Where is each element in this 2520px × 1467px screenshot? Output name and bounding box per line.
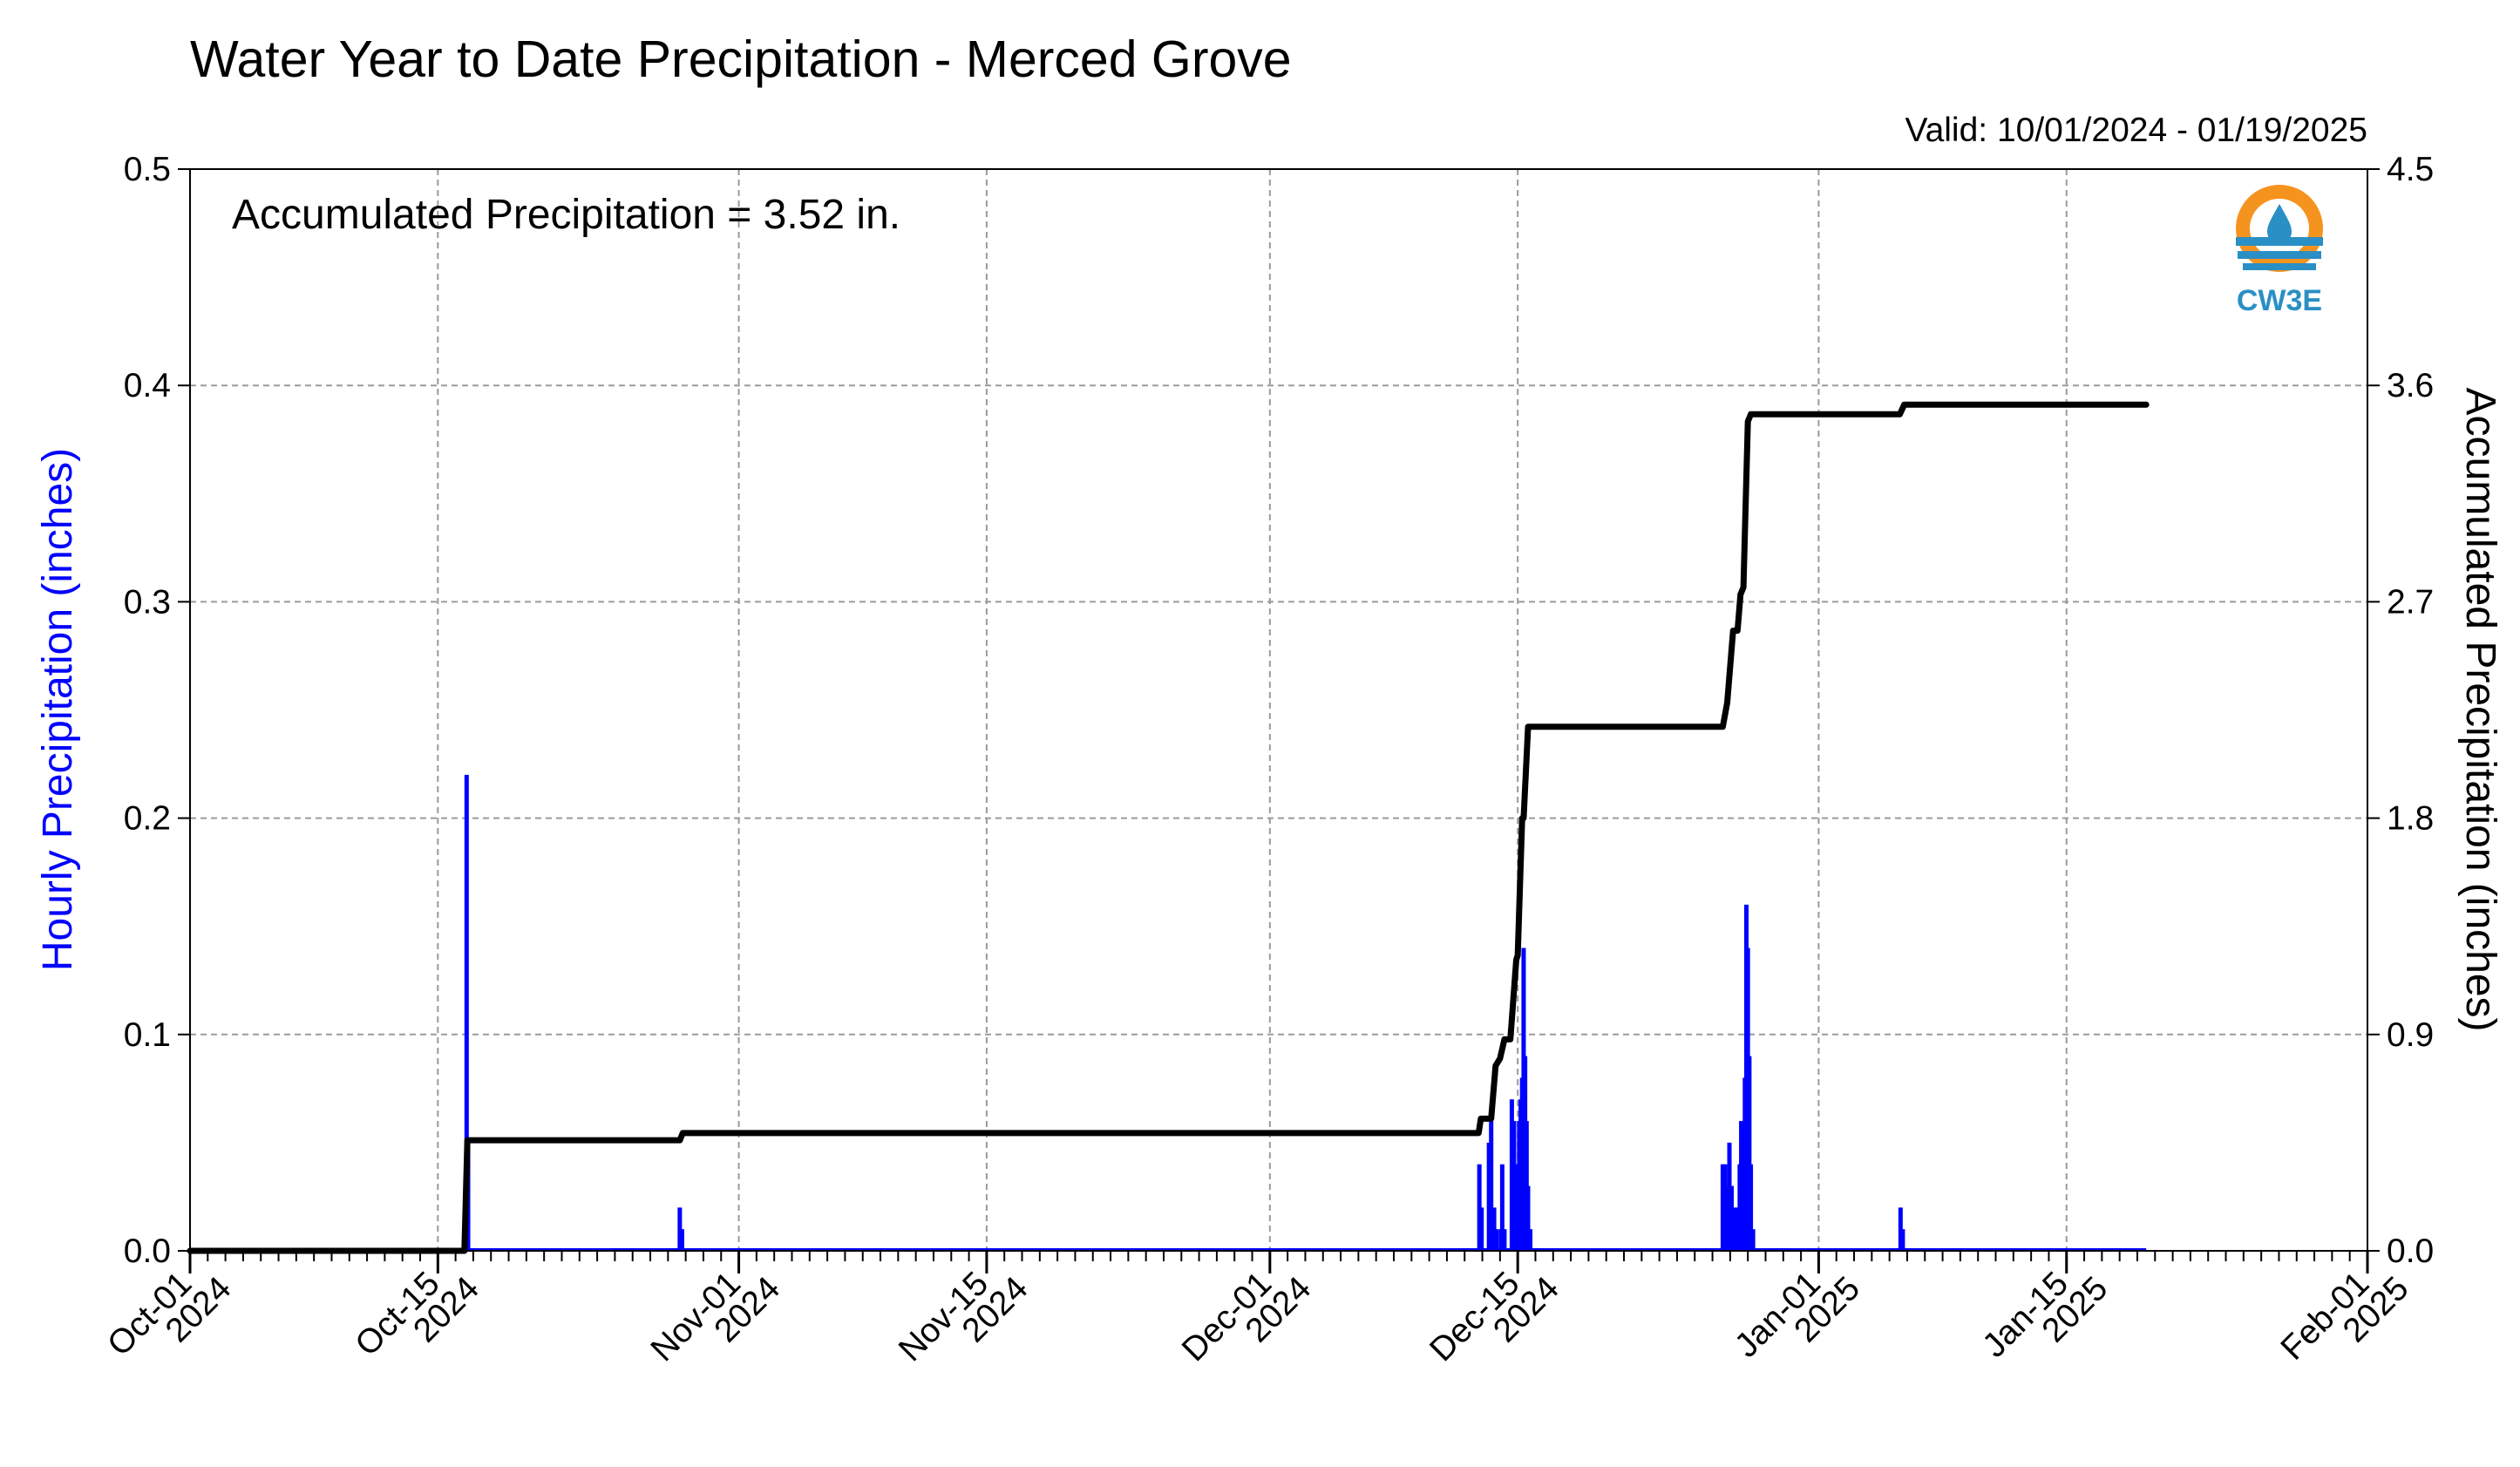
hourly-bar	[1525, 1185, 1531, 1251]
y-left-tick-label: 0.4	[124, 367, 171, 404]
hourly-bar	[1898, 1207, 1903, 1251]
hourly-bar	[1722, 1164, 1728, 1251]
hourly-bars	[190, 774, 2147, 1251]
hourly-bar	[1486, 1142, 1491, 1251]
hourly-bar	[1491, 1207, 1497, 1251]
hourly-bar	[1502, 1229, 1507, 1251]
y-right-tick-label: 2.7	[2387, 583, 2434, 621]
logo-wave-icon	[2243, 263, 2316, 270]
hourly-bar	[1731, 1207, 1736, 1251]
cw3e-logo: CW3E	[2236, 185, 2323, 317]
hourly-bar	[679, 1229, 684, 1251]
hourly-bar	[1740, 1185, 1745, 1251]
hourly-bar	[1509, 1099, 1514, 1251]
hourly-bar	[1511, 1121, 1517, 1251]
chart-title: Water Year to Date Precipitation - Merce…	[190, 31, 1292, 88]
hourly-bar	[1528, 1229, 1533, 1251]
logo-wave-icon	[2236, 237, 2323, 246]
hourly-bar	[1749, 1164, 1754, 1251]
hourly-bar	[1747, 1056, 1752, 1251]
y-right-tick-label: 0.0	[2387, 1233, 2434, 1270]
logo-text: CW3E	[2237, 284, 2322, 317]
hourly-bar	[1494, 1229, 1499, 1251]
y-left-tick-label: 0.0	[124, 1233, 171, 1270]
hourly-bar	[464, 774, 469, 1251]
valid-range: Valid: 10/01/2024 - 01/19/2025	[1905, 112, 2367, 149]
accumulated-line	[187, 401, 2150, 1254]
hourly-bar	[1499, 1164, 1505, 1251]
y-left-tick-label: 0.2	[124, 800, 171, 838]
y-right-tick-label: 1.8	[2387, 800, 2434, 838]
hourly-bar	[677, 1207, 683, 1251]
hourly-bar	[1479, 1207, 1484, 1251]
hourly-bar	[1750, 1229, 1756, 1251]
accumulated-line-layer	[187, 401, 2150, 1254]
hourly-bar	[1735, 1207, 1740, 1251]
logo-drop-icon	[2267, 204, 2292, 244]
hourly-bar	[1729, 1185, 1735, 1251]
hourly-bar	[1477, 1164, 1482, 1251]
hourly-bar	[1900, 1229, 1905, 1251]
y-right-label: Accumulated Precipitation (inches)	[2457, 387, 2503, 1031]
hourly-bar	[1489, 1121, 1494, 1251]
y-left-tick-label: 0.5	[124, 151, 171, 188]
logo-wave-icon	[2238, 251, 2321, 259]
y-left-tick-label: 0.1	[124, 1016, 171, 1054]
plot-frame	[189, 168, 2368, 1252]
hourly-bar	[1727, 1142, 1732, 1251]
y-right-tick-label: 3.6	[2387, 367, 2434, 404]
hourly-bar	[1724, 1185, 1729, 1251]
y-left-label: Hourly Precipitation (inches)	[35, 448, 81, 971]
y-right-tick-label: 0.9	[2387, 1016, 2434, 1054]
grid-layer	[190, 169, 2367, 1251]
hourly-bar	[1513, 1164, 1518, 1251]
y-right-tick-label: 4.5	[2387, 151, 2434, 188]
hourly-bar	[1720, 1164, 1725, 1251]
accumulated-annotation: Accumulated Precipitation = 3.52 in.	[232, 192, 900, 238]
y-left-tick-label: 0.3	[124, 583, 171, 621]
